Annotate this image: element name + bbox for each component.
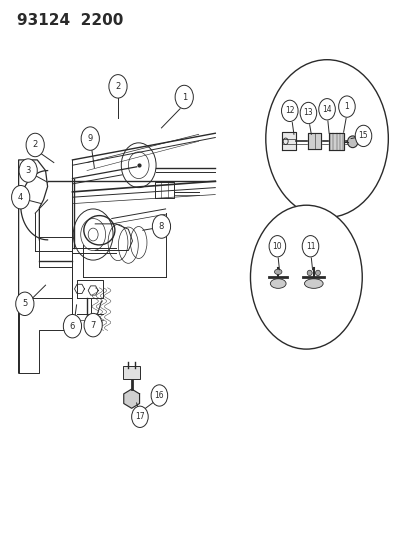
Text: 13: 13 <box>303 109 313 117</box>
Text: 10: 10 <box>272 242 282 251</box>
Ellipse shape <box>347 136 357 148</box>
Text: 2: 2 <box>115 82 120 91</box>
Polygon shape <box>308 133 320 149</box>
Circle shape <box>354 125 371 147</box>
Ellipse shape <box>274 269 281 274</box>
Text: 17: 17 <box>135 413 145 421</box>
Polygon shape <box>123 389 139 408</box>
Circle shape <box>301 236 318 257</box>
Text: 3: 3 <box>26 166 31 175</box>
Circle shape <box>26 133 44 157</box>
Text: 5: 5 <box>22 300 27 308</box>
Circle shape <box>152 215 170 238</box>
Ellipse shape <box>306 270 311 276</box>
Text: 93124  2200: 93124 2200 <box>17 13 123 28</box>
FancyBboxPatch shape <box>123 366 140 379</box>
Circle shape <box>151 385 167 406</box>
Circle shape <box>19 159 37 182</box>
Ellipse shape <box>315 270 320 276</box>
Ellipse shape <box>270 279 285 288</box>
Circle shape <box>268 236 285 257</box>
Circle shape <box>84 313 102 337</box>
Polygon shape <box>281 132 295 150</box>
Circle shape <box>318 99 335 120</box>
Circle shape <box>109 75 127 98</box>
Text: 7: 7 <box>90 321 95 329</box>
Text: 1: 1 <box>181 93 186 101</box>
Circle shape <box>265 60 387 217</box>
Text: 15: 15 <box>358 132 368 140</box>
Circle shape <box>175 85 193 109</box>
Text: 14: 14 <box>321 105 331 114</box>
Circle shape <box>338 96 354 117</box>
Circle shape <box>250 205 361 349</box>
Circle shape <box>16 292 34 316</box>
Circle shape <box>81 127 99 150</box>
Text: 8: 8 <box>159 222 164 231</box>
Circle shape <box>63 314 81 338</box>
Text: 9: 9 <box>88 134 93 143</box>
Circle shape <box>281 100 297 122</box>
Text: 6: 6 <box>70 322 75 330</box>
Text: 12: 12 <box>285 107 294 115</box>
Ellipse shape <box>304 279 322 288</box>
Circle shape <box>299 102 316 124</box>
Circle shape <box>131 406 148 427</box>
Text: 16: 16 <box>154 391 164 400</box>
Text: 1: 1 <box>344 102 349 111</box>
Text: 4: 4 <box>18 193 23 201</box>
Polygon shape <box>328 133 343 150</box>
Text: 11: 11 <box>305 242 314 251</box>
Text: 2: 2 <box>33 141 38 149</box>
Circle shape <box>12 185 30 209</box>
